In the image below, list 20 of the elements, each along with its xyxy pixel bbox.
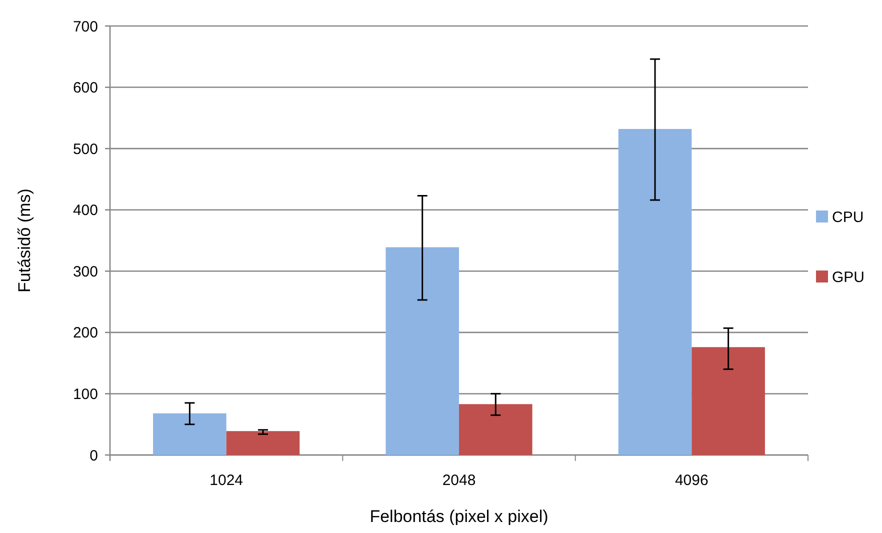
y-tick-label: 400 [72,202,98,220]
bar [153,413,226,455]
legend-label: CPU [832,208,864,226]
y-tick-label: 500 [72,140,98,158]
y-tick-label: 0 [90,447,98,464]
x-tick-label: 1024 [210,472,244,489]
bar [386,247,459,455]
y-tick-label: 100 [72,386,98,403]
x-tick-label: 4096 [674,472,708,489]
y-tick-label: 600 [72,80,98,97]
legend-label: GPU [832,268,865,286]
bar [226,431,300,455]
y-tick-label: 700 [72,18,98,36]
bar [692,347,765,455]
x-tick-label: 2048 [442,472,476,489]
bar [459,404,532,455]
bar [618,128,692,455]
y-tick-label: 200 [72,324,98,342]
y-axis-title: Futásidő (ms) [15,188,34,292]
y-tick-label: 300 [72,263,98,280]
